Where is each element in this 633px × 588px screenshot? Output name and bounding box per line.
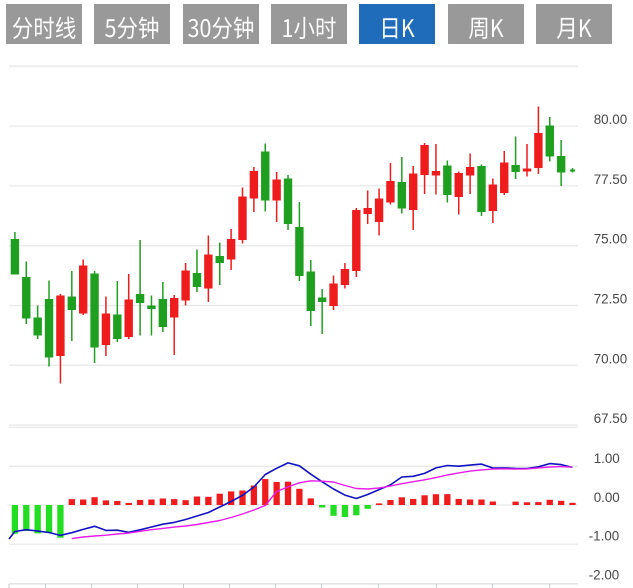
svg-text:70.00: 70.00	[594, 351, 628, 366]
svg-text:72.50: 72.50	[594, 292, 628, 307]
svg-text:77.50: 77.50	[594, 172, 628, 187]
svg-text:67.50: 67.50	[594, 411, 628, 426]
svg-text:-1.00: -1.00	[589, 529, 620, 544]
svg-text:-2.00: -2.00	[589, 567, 620, 582]
svg-text:1.00: 1.00	[594, 451, 620, 466]
svg-text:75.00: 75.00	[594, 232, 628, 247]
svg-text:80.00: 80.00	[594, 112, 628, 127]
svg-text:0.00: 0.00	[594, 490, 620, 505]
